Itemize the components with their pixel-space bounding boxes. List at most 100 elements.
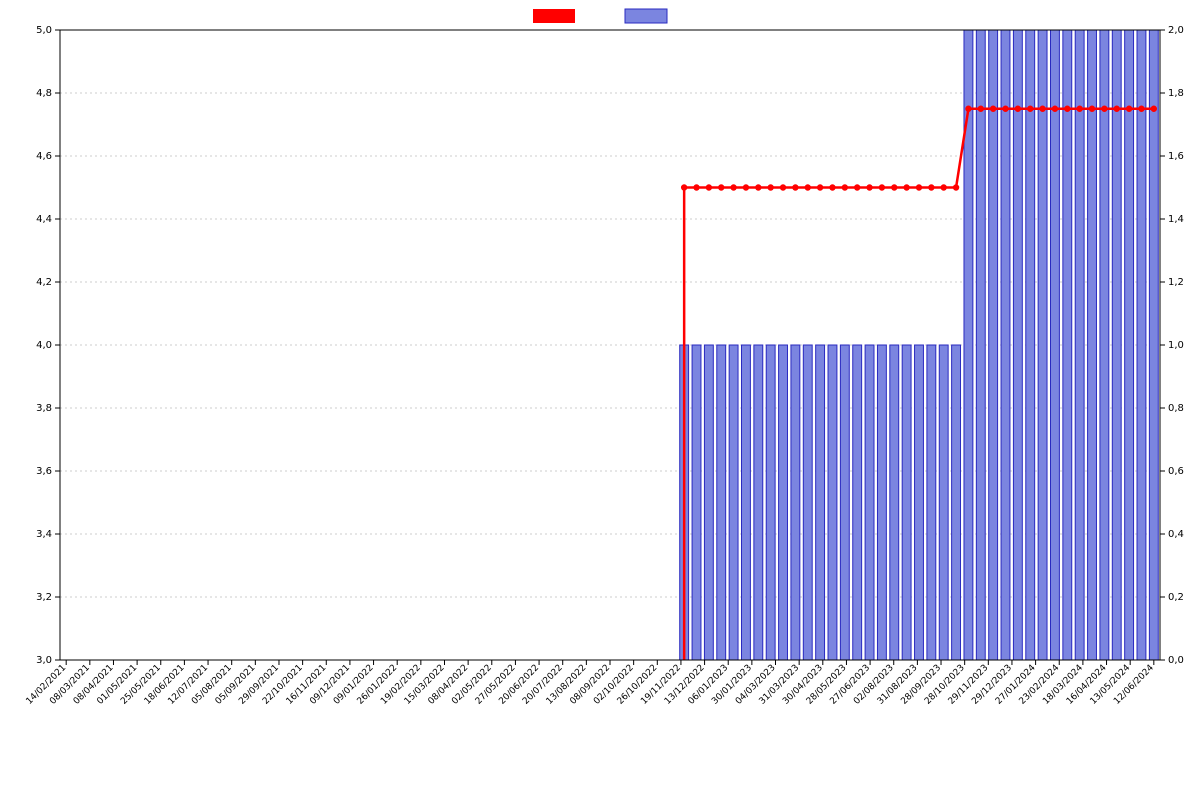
ytick-right: 1,0: [1168, 340, 1184, 351]
line-marker: [978, 106, 984, 112]
line-marker: [1052, 106, 1058, 112]
bar: [1050, 30, 1059, 660]
bar: [754, 345, 763, 660]
line-marker: [854, 184, 860, 190]
bar: [1001, 30, 1010, 660]
line-marker: [1076, 106, 1082, 112]
ytick-left: 4,0: [36, 340, 52, 351]
bar: [816, 345, 825, 660]
line-marker: [718, 184, 724, 190]
ytick-right: 2,0: [1168, 25, 1184, 36]
line-marker: [1064, 106, 1070, 112]
ytick-left: 3,0: [36, 655, 52, 666]
line-marker: [743, 184, 749, 190]
bar: [1125, 30, 1134, 660]
line-marker: [817, 184, 823, 190]
chart-svg: 3,03,23,43,63,84,04,24,44,64,85,00,00,20…: [0, 0, 1200, 800]
bar: [779, 345, 788, 660]
line-marker: [730, 184, 736, 190]
ytick-left: 3,8: [36, 403, 52, 414]
bar: [828, 345, 837, 660]
line-marker: [866, 184, 872, 190]
ytick-right: 1,6: [1168, 151, 1184, 162]
bar: [1149, 30, 1158, 660]
ytick-left: 4,4: [36, 214, 52, 225]
bar: [902, 345, 911, 660]
bar: [890, 345, 899, 660]
bar: [1026, 30, 1035, 660]
bar: [729, 345, 738, 660]
legend: [533, 9, 667, 23]
legend-swatch-bar: [625, 9, 667, 23]
line-marker: [1039, 106, 1045, 112]
line-marker: [693, 184, 699, 190]
line-marker: [1089, 106, 1095, 112]
ytick-right: 0,8: [1168, 403, 1184, 414]
bar: [915, 345, 924, 660]
bar: [927, 345, 936, 660]
bar: [717, 345, 726, 660]
line-marker: [1015, 106, 1021, 112]
line-marker: [1138, 106, 1144, 112]
bar: [1063, 30, 1072, 660]
bar: [939, 345, 948, 660]
line-marker: [953, 184, 959, 190]
bar: [1013, 30, 1022, 660]
chart-container: 3,03,23,43,63,84,04,24,44,64,85,00,00,20…: [0, 0, 1200, 800]
ytick-left: 4,8: [36, 88, 52, 99]
bar: [1075, 30, 1084, 660]
bar: [704, 345, 713, 660]
ytick-right: 1,8: [1168, 88, 1184, 99]
ytick-left: 5,0: [36, 25, 52, 36]
line-marker: [805, 184, 811, 190]
line-marker: [916, 184, 922, 190]
ytick-right: 0,2: [1168, 592, 1184, 603]
bar: [1100, 30, 1109, 660]
bar: [1038, 30, 1047, 660]
bar: [1137, 30, 1146, 660]
line-marker: [879, 184, 885, 190]
bar: [877, 345, 886, 660]
bar: [865, 345, 874, 660]
line-marker: [990, 106, 996, 112]
ytick-left: 3,4: [36, 529, 52, 540]
bar: [766, 345, 775, 660]
bar: [840, 345, 849, 660]
bar: [976, 30, 985, 660]
line-marker: [928, 184, 934, 190]
line-marker: [1126, 106, 1132, 112]
ytick-left: 4,2: [36, 277, 52, 288]
line-marker: [1101, 106, 1107, 112]
line-marker: [780, 184, 786, 190]
bar: [989, 30, 998, 660]
line-marker: [755, 184, 761, 190]
line-marker: [1002, 106, 1008, 112]
line-marker: [829, 184, 835, 190]
line-marker: [903, 184, 909, 190]
bar: [791, 345, 800, 660]
line-marker: [706, 184, 712, 190]
bar: [742, 345, 751, 660]
ytick-right: 0,6: [1168, 466, 1184, 477]
bar: [853, 345, 862, 660]
line-marker: [891, 184, 897, 190]
line-marker: [1027, 106, 1033, 112]
ytick-left: 4,6: [36, 151, 52, 162]
line-marker: [792, 184, 798, 190]
ytick-left: 3,6: [36, 466, 52, 477]
line-marker: [681, 184, 687, 190]
ytick-left: 3,2: [36, 592, 52, 603]
axes: 3,03,23,43,63,84,04,24,44,64,85,00,00,20…: [36, 25, 1184, 666]
line-marker: [941, 184, 947, 190]
line-marker: [767, 184, 773, 190]
ytick-right: 1,2: [1168, 277, 1184, 288]
ytick-right: 1,4: [1168, 214, 1184, 225]
bar: [1112, 30, 1121, 660]
line-marker: [1151, 106, 1157, 112]
x-axis: 14/02/202108/03/202108/04/202101/05/2021…: [25, 660, 1157, 707]
bar: [803, 345, 812, 660]
bar: [952, 345, 961, 660]
line-marker: [842, 184, 848, 190]
legend-swatch-line: [533, 9, 575, 23]
bar: [1088, 30, 1097, 660]
